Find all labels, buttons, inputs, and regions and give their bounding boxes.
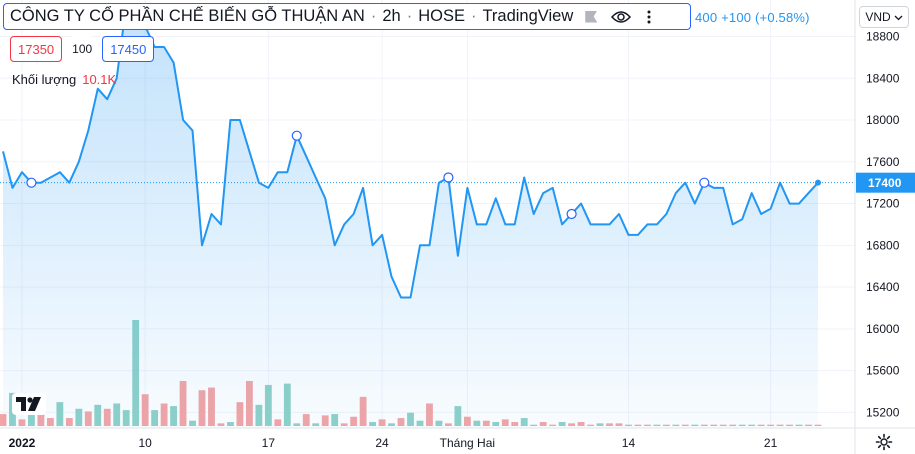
symbol-title-bar[interactable]: CÔNG TY CỔ PHẦN CHẾ BIẾN GỖ THUẬN AN · 2…: [3, 3, 691, 30]
price-tick-label: 16000: [866, 322, 900, 336]
time-tick-label: Tháng Hai: [440, 436, 495, 450]
price-tick-label: 15600: [866, 364, 900, 378]
price-tick-label: 18000: [866, 113, 900, 127]
last-price-badge: 17400: [856, 172, 915, 193]
company-name: CÔNG TY CỔ PHẦN CHẾ BIẾN GỖ THUẬN AN: [10, 7, 365, 25]
menu-icon[interactable]: [645, 9, 653, 25]
spread-value: 100: [70, 36, 95, 62]
separator-dot: ·: [370, 7, 377, 25]
last-point: [815, 179, 821, 186]
last-price-bg: [856, 172, 915, 193]
event-marker: [26, 177, 37, 188]
separator-dot: ·: [470, 7, 477, 25]
time-tick-label: 17: [262, 436, 276, 450]
last-price-label: 17400: [868, 176, 902, 190]
currency-selector[interactable]: VND: [859, 6, 909, 28]
currency-label: VND: [865, 10, 891, 24]
interval-label: 2h: [382, 7, 401, 25]
price-tick-label: 18800: [866, 30, 900, 44]
source-label: TradingView: [482, 7, 574, 25]
time-axis[interactable]: 2022 10 17 24 Tháng Hai 14 21: [9, 436, 778, 450]
bid-price[interactable]: 17350: [10, 36, 63, 62]
gear-icon[interactable]: [874, 432, 894, 452]
time-tick-label: 21: [764, 436, 778, 450]
time-tick-label: 14: [622, 436, 636, 450]
event-markers[interactable]: [26, 130, 821, 220]
price-change: 400 +100 (+0.58%): [695, 10, 810, 25]
tradingview-logo-icon[interactable]: [12, 393, 46, 415]
price-axis[interactable]: 15200 15600 16000 16400 16800 17200 17600 18000…: [866, 30, 900, 420]
separator-dot: ·: [406, 7, 413, 25]
exchange-label: HOSE: [418, 7, 465, 25]
eye-icon[interactable]: [611, 10, 632, 24]
chevron-down-icon: [894, 10, 903, 24]
time-tick-label: 10: [138, 436, 152, 450]
ask-price[interactable]: 17450: [102, 36, 155, 62]
event-marker: [291, 130, 302, 141]
time-tick-label: 2022: [9, 436, 36, 450]
price-tick-label: 16800: [866, 238, 900, 252]
price-tick-label: 17600: [866, 155, 900, 169]
price-axis-bg: [855, 0, 915, 428]
price-tick-label: 18400: [866, 71, 900, 85]
price-area: [3, 5, 818, 428]
quote-badges: 17350 100 17450: [10, 36, 155, 62]
event-marker: [699, 177, 710, 188]
volume-legend[interactable]: Khối lượng 10.1K: [12, 72, 116, 87]
event-marker: [443, 172, 454, 183]
volume-value: 10.1K: [82, 72, 117, 87]
price-tick-label: 17200: [866, 197, 900, 211]
price-tick-label: 15200: [866, 405, 900, 419]
time-tick-label: 24: [375, 436, 389, 450]
price-tick-label: 16400: [866, 280, 900, 294]
event-marker: [566, 208, 577, 220]
flag-icon[interactable]: [585, 10, 598, 23]
volume-label: Khối lượng: [12, 72, 77, 87]
